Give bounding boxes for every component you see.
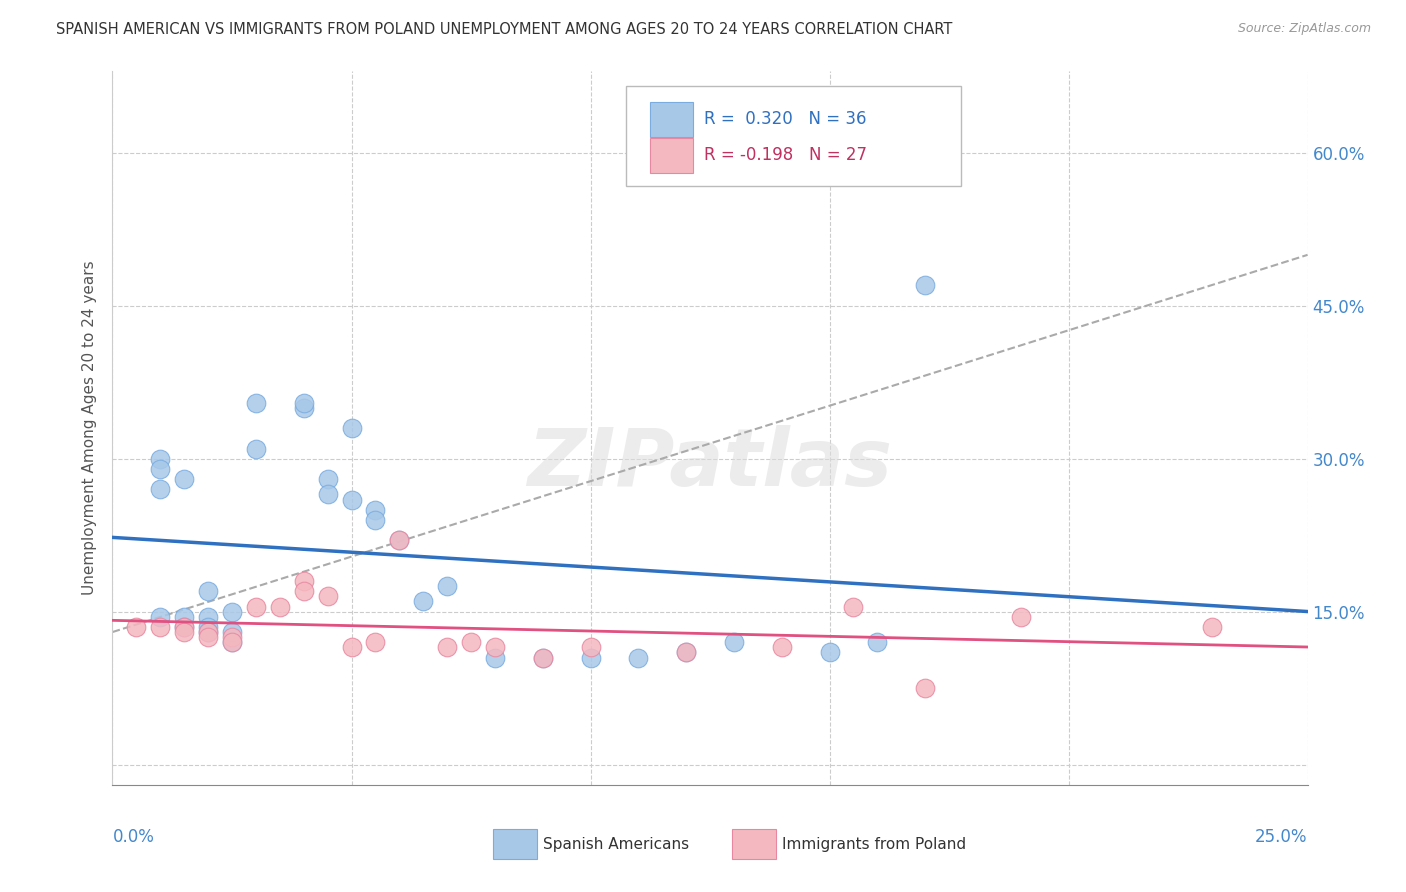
Point [149,609,172,624]
Text: R = -0.198   N = 27: R = -0.198 N = 27 [704,146,868,164]
Point [842,599,865,614]
Point [364,502,387,516]
Point [316,472,339,486]
Point [484,640,506,655]
Point [173,620,195,634]
Point [484,650,506,665]
Point [149,462,172,476]
Point [292,395,315,409]
Point [197,630,219,644]
Point [197,625,219,640]
Point [388,533,411,548]
Point [197,625,219,640]
Text: SPANISH AMERICAN VS IMMIGRANTS FROM POLAND UNEMPLOYMENT AMONG AGES 20 TO 24 YEAR: SPANISH AMERICAN VS IMMIGRANTS FROM POLA… [56,22,953,37]
Point [149,620,172,634]
Point [125,620,148,634]
Point [173,609,195,624]
Point [388,533,411,548]
Text: ZIPatlas: ZIPatlas [527,425,893,503]
Point [340,421,363,435]
Point [436,640,458,655]
Point [364,635,387,649]
Point [292,584,315,599]
Point [627,650,650,665]
Text: 0.0%: 0.0% [112,828,155,846]
Point [221,635,243,649]
FancyBboxPatch shape [492,830,537,859]
Point [531,650,554,665]
Point [675,645,697,659]
Point [1201,620,1223,634]
Point [221,605,243,619]
Point [914,681,936,695]
Point [173,625,195,640]
FancyBboxPatch shape [627,86,962,186]
Point [460,635,482,649]
Point [340,640,363,655]
Point [579,650,602,665]
Point [269,599,291,614]
Point [436,579,458,593]
Text: Spanish Americans: Spanish Americans [543,837,689,852]
Point [579,640,602,655]
Point [197,620,219,634]
Y-axis label: Unemployment Among Ages 20 to 24 years: Unemployment Among Ages 20 to 24 years [82,260,97,596]
Text: R =  0.320   N = 36: R = 0.320 N = 36 [704,111,866,128]
Point [818,645,841,659]
Point [723,635,745,649]
Point [316,487,339,501]
Point [173,472,195,486]
Point [316,590,339,604]
Point [173,620,195,634]
Point [531,650,554,665]
Point [914,278,936,293]
Point [292,574,315,588]
Point [866,635,889,649]
Point [1010,609,1032,624]
FancyBboxPatch shape [731,830,776,859]
Text: 25.0%: 25.0% [1256,828,1308,846]
Point [340,492,363,507]
Point [770,640,793,655]
Point [245,442,267,456]
FancyBboxPatch shape [651,102,693,137]
Point [197,584,219,599]
Text: Source: ZipAtlas.com: Source: ZipAtlas.com [1237,22,1371,36]
Point [675,645,697,659]
Point [149,451,172,466]
Point [197,609,219,624]
Point [412,594,434,608]
Point [364,513,387,527]
Point [245,395,267,409]
Point [221,625,243,640]
Point [245,599,267,614]
Point [149,483,172,497]
Point [221,635,243,649]
Point [221,630,243,644]
FancyBboxPatch shape [651,137,693,173]
Text: Immigrants from Poland: Immigrants from Poland [782,837,966,852]
Point [292,401,315,415]
